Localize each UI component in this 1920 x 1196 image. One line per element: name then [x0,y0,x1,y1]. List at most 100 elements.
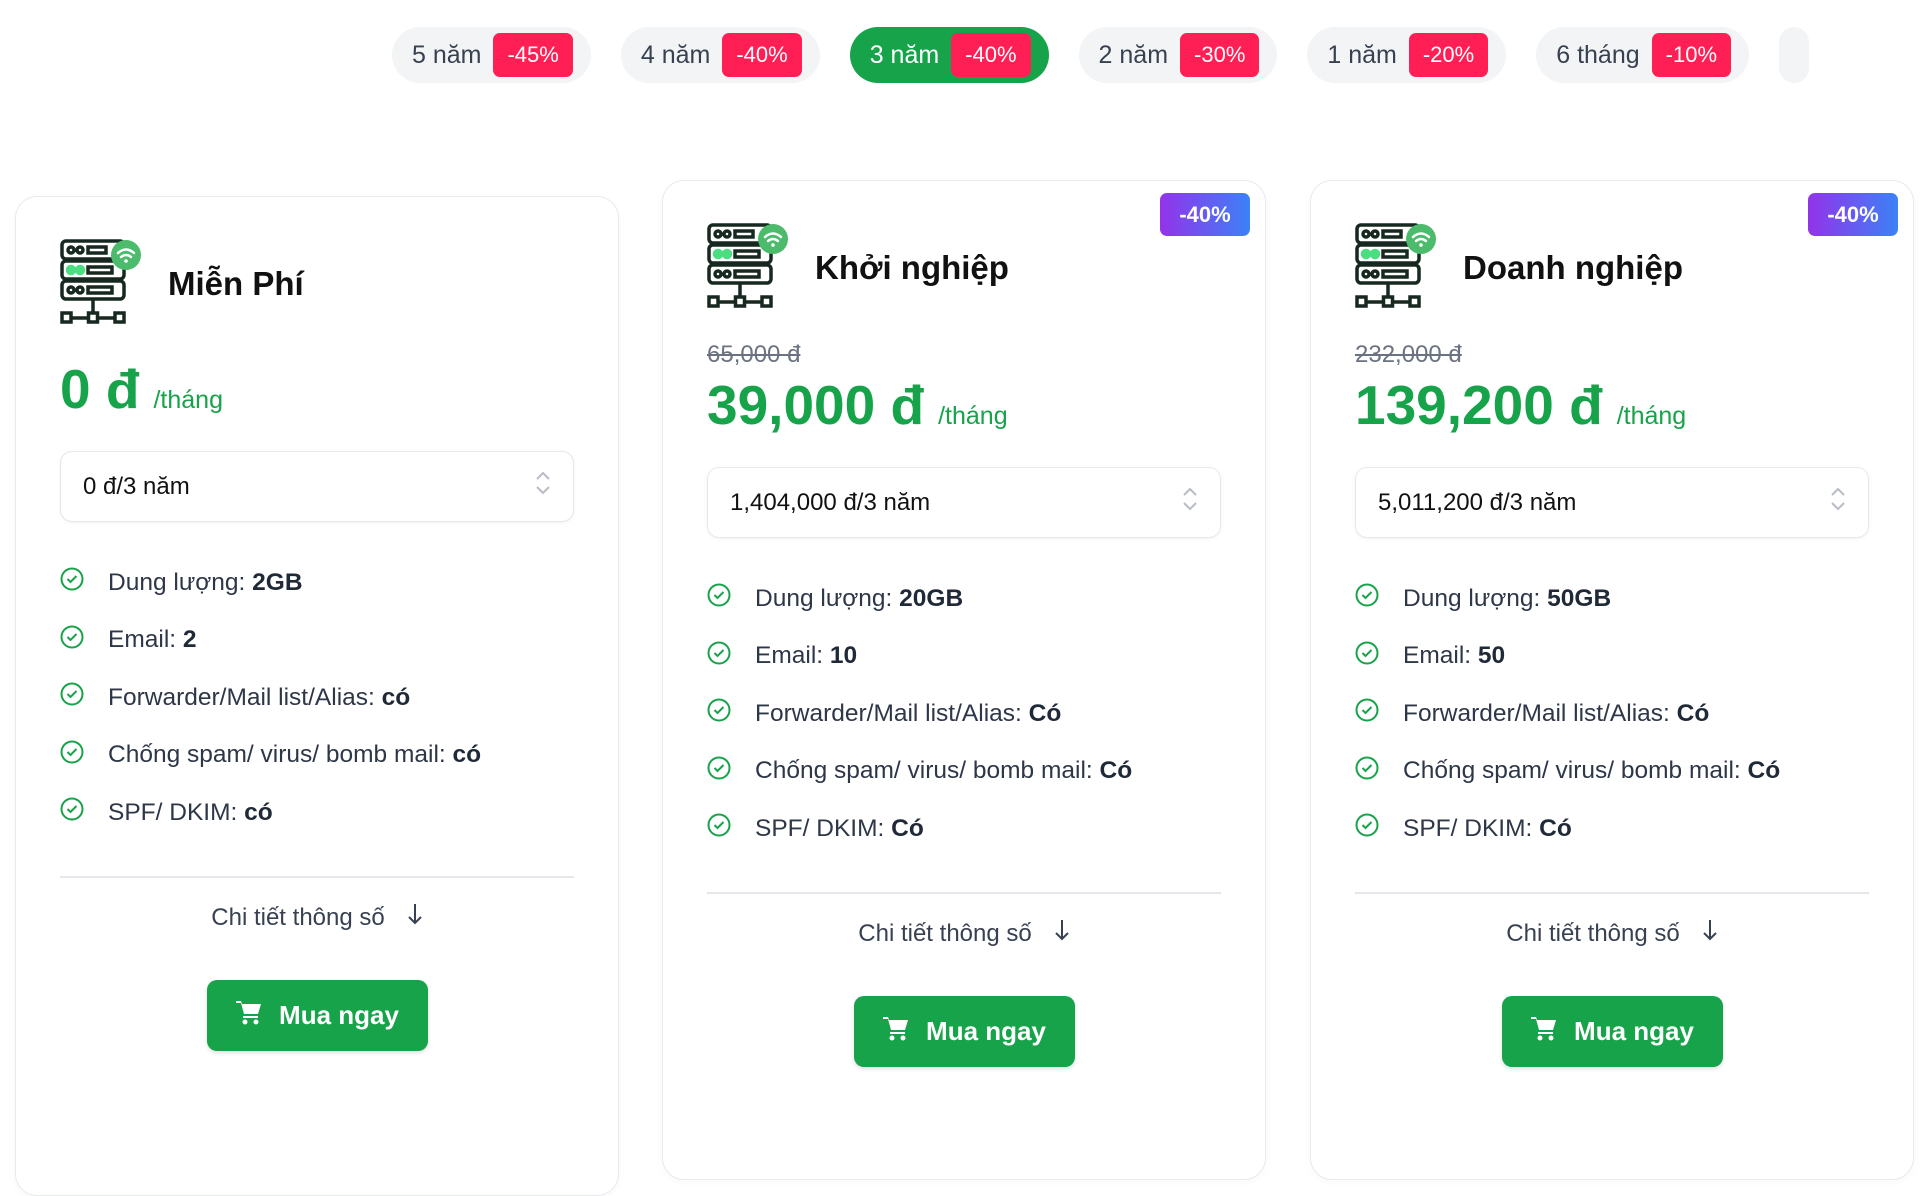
feature-text: SPF/ DKIM: Có [755,815,924,843]
plan-card: Miễn Phí 0 đ/tháng 0 đ/3 năm Dung lượng:… [15,196,619,1196]
chevron-up-down-icon [535,470,551,503]
details-label: Chi tiết thông số [211,903,385,931]
feature-label: Forwarder/Mail list/Alias: [108,683,382,711]
details-label: Chi tiết thông số [858,919,1032,947]
plan-header: Doanh nghiệp [1355,222,1869,312]
feature-text: Chống spam/ virus/ bomb mail: có [108,741,481,769]
discount-badge: -30% [1180,33,1260,77]
plan-header: Miễn Phí [60,238,574,328]
feature-list: Dung lượng: 50GB Email: 50 Forwarder/Mail … [1355,570,1869,858]
check-circle-icon [1355,583,1379,614]
tab-6-months[interactable]: 6 tháng -10% [1536,27,1749,83]
feature-value: Có [1747,757,1781,785]
feature-value: Có [1099,757,1133,785]
feature-text: Chống spam/ virus/ bomb mail: Có [1403,757,1780,785]
feature-item: Chống spam/ virus/ bomb mail: Có [707,743,1221,801]
check-circle-icon [60,740,84,771]
feature-text: Chống spam/ virus/ bomb mail: Có [755,757,1132,785]
check-circle-icon [707,756,731,787]
buy-now-button[interactable]: Mua ngay [853,995,1075,1067]
feature-value: có [452,741,482,769]
feature-item: SPF/ DKIM: Có [1355,800,1869,858]
original-price: 232,000 đ [1355,341,1462,368]
period-select-value: 1,404,000 đ/3 năm [730,488,931,516]
details-toggle[interactable]: Chi tiết thông số [707,914,1221,954]
check-circle-icon [60,797,84,828]
tab-label: 2 năm [1098,40,1169,69]
price-amount: 39,000 đ [707,374,925,436]
feature-label: Forwarder/Mail list/Alias: [755,699,1029,727]
plan-name: Khởi nghiệp [815,249,1009,286]
feature-label: Chống spam/ virus/ bomb mail: [755,757,1100,785]
feature-label: Dung lượng: [1403,584,1548,612]
plan-card: -40% Doanh nghiệp 232,000 đ [1310,180,1914,1180]
feature-label: Chống spam/ virus/ bomb mail: [1403,757,1748,785]
feature-label: Email: [108,626,183,654]
feature-item: SPF/ DKIM: Có [707,800,1221,858]
tab-2-years[interactable]: 2 năm -30% [1078,27,1278,83]
feature-list: Dung lượng: 2GB Email: 2 Forwarder/Mail li… [60,554,574,842]
check-circle-icon [60,682,84,713]
tab-1-year[interactable]: 1 năm -20% [1307,27,1507,83]
feature-value: Có [1028,699,1062,727]
arrow-down-icon [1054,919,1070,948]
feature-label: SPF/ DKIM: [1403,814,1540,842]
check-circle-icon [707,641,731,672]
buy-now-button[interactable]: Mua ngay [1501,995,1723,1067]
tab-more[interactable] [1779,27,1809,83]
arrow-down-icon [1702,919,1718,948]
feature-label: Email: [755,642,830,670]
feature-text: Dung lượng: 50GB [1403,585,1611,613]
check-circle-icon [707,698,731,729]
period-select-value: 0 đ/3 năm [83,472,190,500]
plan-card: -40% Khởi nghiệp 65,000 đ [662,180,1266,1180]
price-amount: 0 đ [60,358,140,420]
check-circle-icon [60,625,84,656]
feature-item: Forwarder/Mail list/Alias: Có [1355,685,1869,743]
feature-value: 2GB [252,568,303,596]
discount-badge: -10% [1651,33,1731,77]
period-select[interactable]: 0 đ/3 năm [60,451,574,522]
details-toggle[interactable]: Chi tiết thông số [60,898,574,938]
feature-label: SPF/ DKIM: [108,798,245,826]
server-wifi-icon [707,222,789,315]
details-toggle[interactable]: Chi tiết thông số [1355,914,1869,954]
feature-value: Có [891,814,924,842]
feature-text: Forwarder/Mail list/Alias: có [108,684,410,712]
plan-price: 39,000 đ/tháng [707,372,1221,438]
feature-label: Email: [1403,642,1478,670]
plan-name: Miễn Phí [168,265,304,302]
original-price: 65,000 đ [707,341,801,368]
period-select[interactable]: 1,404,000 đ/3 năm [707,467,1221,538]
feature-list: Dung lượng: 20GB Email: 10 Forwarder/Mail … [707,570,1221,858]
feature-label: SPF/ DKIM: [755,814,892,842]
plan-header: Khởi nghiệp [707,222,1221,315]
check-circle-icon [1355,813,1379,844]
feature-label: Dung lượng: [108,568,253,596]
tab-label: 6 tháng [1556,40,1640,69]
tab-5-years[interactable]: 5 năm -45% [392,27,591,83]
feature-item: Email: 2 [60,612,574,670]
feature-item: Email: 50 [1355,628,1869,686]
feature-item: Forwarder/Mail list/Alias: có [60,669,574,727]
details-label: Chi tiết thông số [1506,919,1680,947]
feature-value: Có [1676,699,1710,727]
buy-now-button[interactable]: Mua ngay [206,979,428,1051]
feature-label: Dung lượng: [755,584,900,612]
discount-badge: -40% [951,33,1031,77]
tab-4-years[interactable]: 4 năm -40% [620,27,820,83]
feature-value: Có [1539,814,1572,842]
feature-text: SPF/ DKIM: có [108,799,273,827]
feature-value: 2 [182,626,197,654]
feature-value: có [244,798,273,826]
plan-discount-badge: -40% [1808,193,1898,236]
period-select[interactable]: 5,011,200 đ/3 năm [1355,467,1869,538]
cart-icon [235,999,263,1032]
feature-value: có [381,683,411,711]
check-circle-icon [1355,756,1379,787]
feature-item: SPF/ DKIM: có [60,784,574,842]
feature-item: Email: 10 [707,628,1221,686]
feature-item: Dung lượng: 20GB [707,570,1221,628]
tab-label: 4 năm [640,40,711,69]
tab-3-years[interactable]: 3 năm -40% [849,27,1049,83]
